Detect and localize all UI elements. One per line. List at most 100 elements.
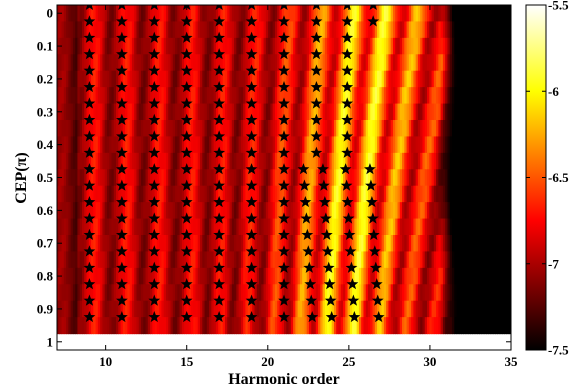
- star-marker: [278, 146, 290, 158]
- x-tick-label: 10: [99, 354, 112, 369]
- star-marker: [278, 130, 290, 142]
- star-marker: [115, 179, 128, 191]
- star-marker: [115, 163, 128, 175]
- colorbar-tick-label: -6: [548, 84, 559, 99]
- star-marker: [148, 97, 161, 109]
- star-marker: [213, 15, 226, 27]
- star-marker: [148, 245, 161, 257]
- star-marker: [115, 261, 128, 273]
- star-marker: [341, 97, 354, 109]
- star-marker: [245, 179, 258, 191]
- star-marker: [324, 294, 337, 306]
- star-marker: [344, 245, 357, 257]
- star-marker: [213, 195, 226, 208]
- star-marker: [341, 31, 354, 43]
- star-marker: [365, 179, 377, 191]
- star-marker: [115, 48, 128, 60]
- star-marker: [301, 228, 314, 241]
- star-marker: [245, 212, 258, 224]
- star-marker: [115, 310, 128, 323]
- star-marker: [115, 146, 128, 158]
- star-marker: [245, 261, 258, 273]
- y-tick-label: 0.3: [37, 104, 54, 119]
- star-marker: [83, 179, 96, 191]
- star-marker: [310, 48, 323, 60]
- star-marker: [317, 179, 330, 191]
- star-marker: [348, 310, 361, 323]
- star-marker: [83, 146, 96, 158]
- star-marker: [115, 113, 128, 126]
- star-marker: [322, 261, 335, 273]
- star-marker: [343, 228, 356, 241]
- star-marker: [83, 97, 96, 109]
- star-marker: [298, 179, 311, 191]
- star-marker: [325, 310, 338, 323]
- star-marker: [310, 146, 323, 158]
- y-tick-label: 0: [47, 6, 54, 21]
- x-tick-label: 20: [261, 354, 274, 369]
- star-marker: [180, 294, 193, 306]
- star-marker: [341, 113, 354, 126]
- star-marker: [115, 64, 128, 76]
- star-marker: [310, 15, 323, 27]
- star-marker: [148, 31, 161, 43]
- star-marker: [245, 113, 258, 126]
- star-marker: [245, 80, 258, 93]
- star-marker: [213, 261, 226, 273]
- star-marker: [278, 228, 290, 241]
- star-marker: [278, 310, 290, 323]
- star-marker: [310, 31, 323, 43]
- star-marker: [115, 228, 128, 241]
- star-marker: [148, 294, 161, 306]
- star-marker: [213, 278, 226, 290]
- star-marker: [213, 31, 226, 43]
- star-marker: [318, 195, 331, 208]
- star-marker: [213, 97, 226, 109]
- star-marker: [148, 278, 161, 290]
- star-marker: [115, 130, 128, 142]
- star-marker: [323, 278, 336, 290]
- x-tick-label: 15: [180, 354, 194, 369]
- star-marker: [310, 113, 323, 126]
- star-marker: [115, 245, 128, 257]
- y-tick-label: 0.4: [37, 137, 54, 152]
- star-marker: [306, 310, 319, 323]
- star-marker: [83, 245, 96, 257]
- x-tick-label: 25: [342, 354, 356, 369]
- star-marker: [320, 228, 333, 241]
- star-marker: [148, 310, 161, 323]
- star-marker: [278, 64, 290, 76]
- star-marker: [278, 80, 290, 93]
- star-marker: [278, 48, 290, 60]
- star-marker: [341, 64, 354, 76]
- star-marker: [341, 195, 354, 208]
- star-marker: [180, 228, 193, 241]
- star-marker: [245, 130, 258, 142]
- star-marker: [180, 80, 193, 93]
- star-marker: [180, 212, 193, 224]
- y-tick-label: 0.6: [37, 203, 54, 218]
- star-marker: [369, 5, 377, 11]
- star-marker: [278, 245, 290, 257]
- star-marker: [245, 97, 258, 109]
- y-axis: 0 0.1 0.2 0.3 0.4 0.5 0.6 0.7 0.8 0.9 1: [37, 6, 511, 349]
- x-tick-label: 30: [423, 354, 436, 369]
- star-marker: [180, 245, 193, 257]
- colorbar-tick-label: -6.5: [548, 170, 569, 185]
- star-marker: [180, 15, 193, 27]
- star-marker: [310, 80, 323, 93]
- star-marker: [245, 310, 258, 323]
- star-marker: [115, 80, 128, 93]
- y-axis-title: CEP(π): [13, 152, 30, 203]
- star-marker: [245, 294, 258, 306]
- star-marker: [341, 80, 354, 93]
- star-marker: [366, 212, 379, 224]
- star-marker: [180, 310, 193, 323]
- star-marker: [180, 48, 193, 60]
- star-marker: [180, 113, 193, 126]
- star-marker: [148, 228, 161, 241]
- star-marker: [278, 31, 290, 43]
- star-marker: [115, 97, 128, 109]
- star-marker: [341, 146, 354, 158]
